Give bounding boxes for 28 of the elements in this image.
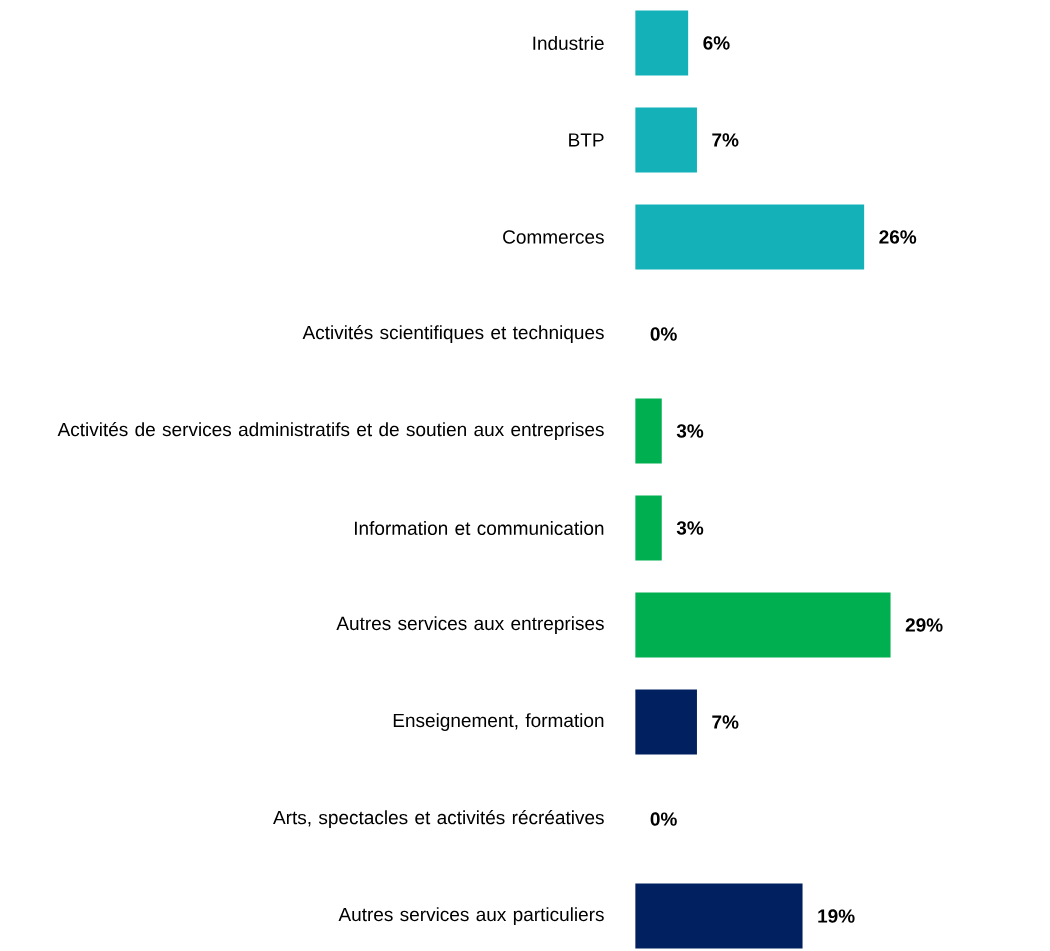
y-tick-label: Activités scientifiques et techniques [302, 325, 604, 343]
data-label: 29% [905, 618, 943, 632]
data-label: 6% [703, 36, 730, 50]
y-tick-label: Autres services aux particuliers [338, 907, 604, 925]
data-label: 26% [879, 230, 917, 244]
data-label: 3% [676, 521, 704, 535]
data-label: 7% [712, 133, 739, 147]
data-label: 3% [676, 424, 704, 438]
y-tick-label: Activités de services administratifs et de soutien aux entreprises [57, 422, 604, 440]
y-tick-label: Industrie [533, 36, 604, 50]
bar [635, 10, 689, 76]
bar [635, 398, 662, 464]
bar [635, 592, 891, 658]
y-tick-label: BTP [569, 133, 604, 147]
y-tick-label: Arts, spectacles et activités récréatives [273, 810, 604, 829]
data-label: 0% [650, 812, 677, 826]
y-tick-label: Autres services aux entreprises [336, 616, 604, 634]
data-label: 7% [712, 715, 739, 729]
data-label: 0% [650, 327, 677, 341]
bar [635, 883, 803, 949]
y-tick-label: Commerces [503, 230, 604, 244]
y-tick-label: Information et communication [354, 521, 604, 536]
data-label: 19% [818, 909, 855, 923]
bar [635, 495, 662, 561]
y-tick-label: Enseignement, formation [393, 713, 604, 731]
bar [635, 689, 697, 755]
bar [635, 107, 697, 173]
bar [635, 204, 865, 270]
